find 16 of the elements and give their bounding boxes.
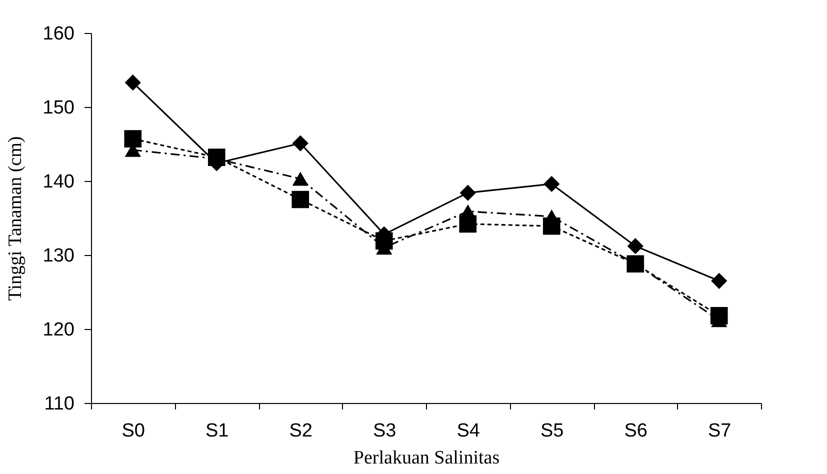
y-tick-label: 120	[42, 320, 74, 340]
x-tick-label: S4	[456, 420, 480, 442]
x-axis-title: Perlakuan Salinitas	[353, 448, 500, 468]
y-tick-label: 150	[42, 98, 74, 118]
x-tick-label: S3	[373, 420, 396, 442]
x-tick-label: S2	[289, 420, 312, 442]
x-tick-label: S0	[122, 420, 145, 442]
y-tick-label: 130	[42, 246, 74, 266]
y-axis-title: Tinggi Tanaman (cm)	[4, 136, 26, 301]
y-tick-label: 160	[42, 24, 74, 44]
x-tick-label: S7	[708, 420, 732, 442]
x-tick-label: S5	[540, 420, 564, 442]
x-tick-label: S1	[206, 420, 229, 442]
x-tick-label: S6	[624, 420, 648, 442]
y-tick-label: 140	[42, 172, 74, 192]
y-tick-label: 110	[44, 394, 74, 414]
